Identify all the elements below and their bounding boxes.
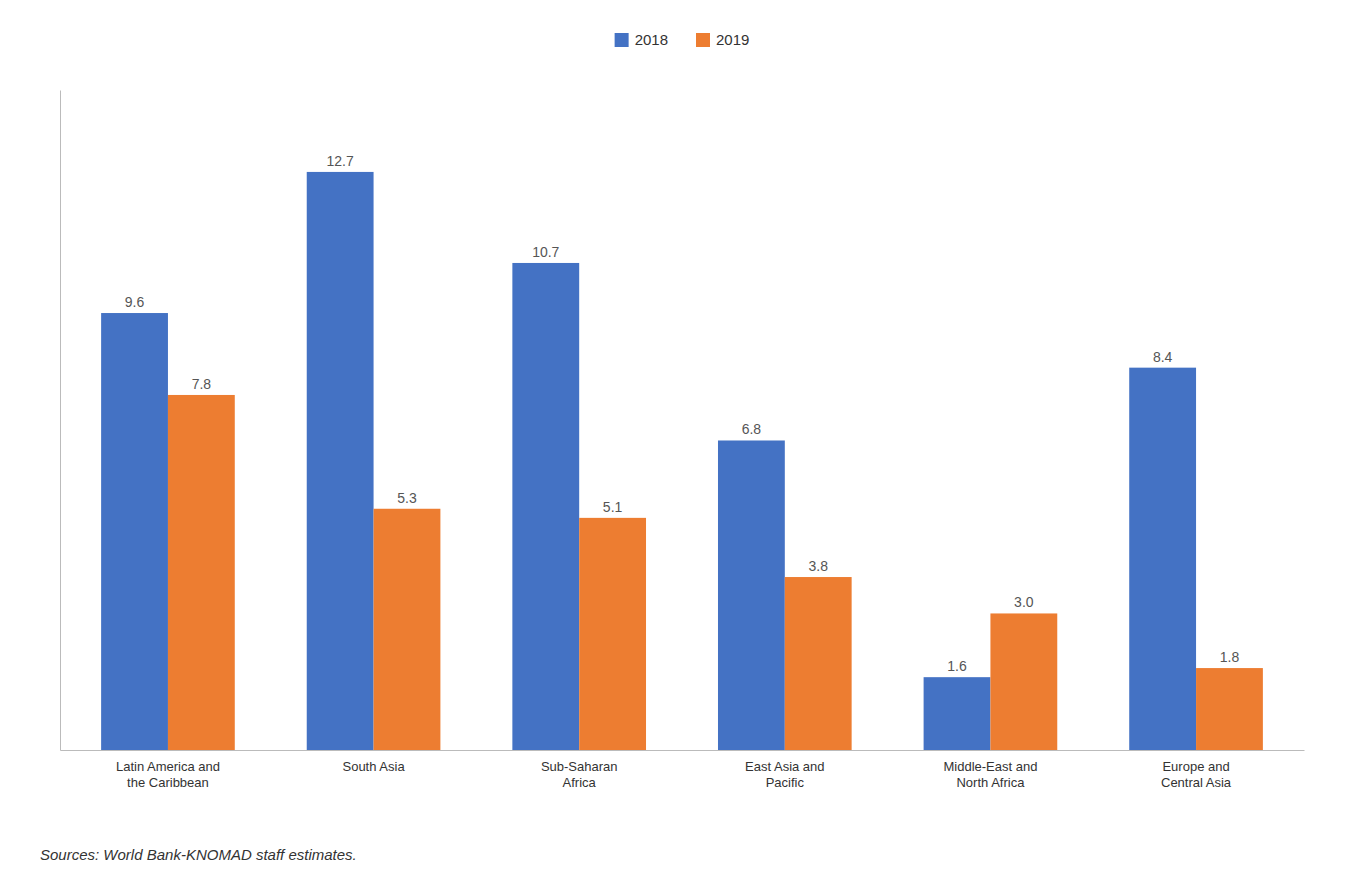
bar	[718, 440, 785, 750]
chart: 9.6 12.7 10.7 6.8 1.6 8.4 7.8 5.3 5.1 3.8 3.0 1.8 La…	[0, 0, 1354, 890]
data-label: 6.8	[742, 421, 762, 437]
bar	[990, 613, 1057, 750]
x-tick: Middle-East andNorth Africa	[943, 759, 1037, 790]
legend-item: 2019	[696, 31, 749, 48]
data-label: 8.4	[1153, 349, 1173, 365]
bars	[101, 172, 1263, 750]
x-tick: Latin America andthe Caribbean	[116, 759, 220, 790]
legend-label: 2019	[716, 31, 749, 48]
x-tick-label-line: Europe and	[1162, 759, 1229, 774]
data-label: 9.6	[125, 294, 145, 310]
data-label: 12.7	[327, 153, 354, 169]
data-label: 7.8	[192, 376, 212, 392]
x-tick: Sub-SaharanAfrica	[541, 759, 618, 790]
legend-swatch	[615, 33, 629, 47]
bar	[1196, 668, 1263, 750]
data-label: 1.6	[947, 658, 967, 674]
x-tick-label: Europe andCentral Asia	[1161, 759, 1232, 790]
data-labels: 9.6 12.7 10.7 6.8 1.6 8.4 7.8 5.3 5.1 3.8 3.0 1.8	[125, 153, 1240, 674]
x-tick: Europe andCentral Asia	[1161, 759, 1232, 790]
x-tick-label-line: Sub-Saharan	[541, 759, 618, 774]
bar	[1129, 368, 1196, 750]
bar	[101, 313, 168, 750]
x-tick-label: Sub-SaharanAfrica	[541, 759, 618, 790]
bar	[512, 263, 579, 750]
legend-label: 2018	[635, 31, 668, 48]
x-tick-label-line: Latin America and	[116, 759, 220, 774]
x-tick-label: Latin America andthe Caribbean	[116, 759, 220, 790]
bar-series	[168, 395, 1263, 750]
data-label: 10.7	[532, 244, 559, 260]
data-label: 5.1	[603, 499, 623, 515]
x-axis-line	[61, 750, 1305, 751]
x-axis: Latin America andthe Caribbean South Asia…	[61, 751, 1305, 790]
x-tick-label-line: Africa	[563, 775, 597, 790]
x-tick-label-line: Pacific	[766, 775, 805, 790]
bar	[307, 172, 374, 750]
x-tick-label-line: South Asia	[342, 759, 405, 774]
x-tick-label-line: East Asia and	[745, 759, 825, 774]
source-note: Sources: World Bank-KNOMAD staff estimat…	[40, 846, 357, 863]
x-tick: East Asia andPacific	[745, 759, 825, 790]
x-tick-label: Middle-East andNorth Africa	[943, 759, 1037, 790]
legend-swatch	[696, 33, 710, 47]
bar	[785, 577, 852, 750]
x-tick-label-line: North Africa	[956, 775, 1025, 790]
bar	[924, 677, 991, 750]
x-tick-label: East Asia andPacific	[745, 759, 825, 790]
x-tick-label: South Asia	[342, 759, 405, 774]
y-axis-line	[60, 91, 61, 751]
bar-series	[101, 172, 1196, 750]
x-tick-label-line: the Caribbean	[127, 775, 209, 790]
x-tick-label-line: Central Asia	[1161, 775, 1232, 790]
data-label: 3.0	[1014, 594, 1034, 610]
bar	[374, 509, 441, 750]
data-label: 1.8	[1220, 649, 1240, 665]
legend-item: 2018	[615, 31, 668, 48]
x-tick: South Asia	[342, 759, 405, 774]
bar	[579, 518, 646, 750]
bar	[168, 395, 235, 750]
data-label: 3.8	[808, 558, 828, 574]
plot: 9.6 12.7 10.7 6.8 1.6 8.4 7.8 5.3 5.1 3.8 3.0 1.8 La…	[61, 91, 1305, 790]
data-label: 5.3	[397, 490, 417, 506]
legend: 2018 2019	[615, 31, 750, 48]
x-tick-label-line: Middle-East and	[943, 759, 1037, 774]
y-axis	[60, 91, 61, 751]
